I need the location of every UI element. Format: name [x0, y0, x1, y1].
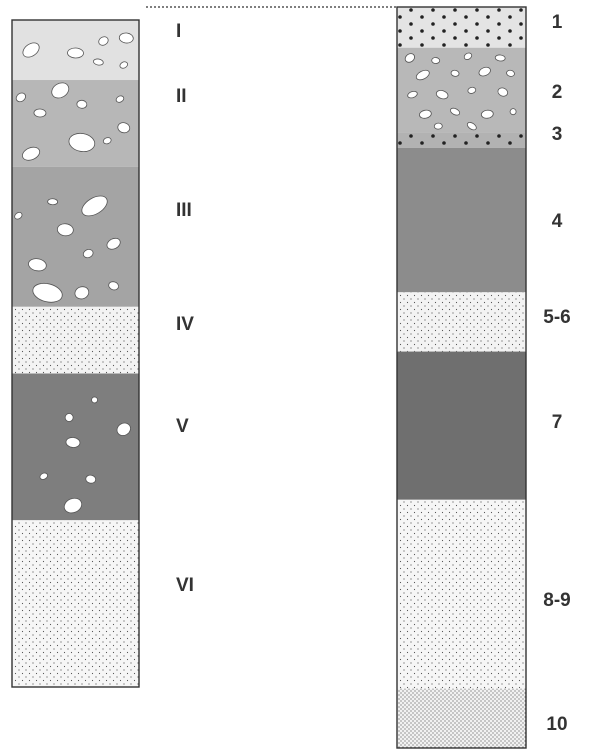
- clast-pebble: [407, 90, 418, 99]
- right-layer-1: [397, 7, 526, 48]
- left-layer-iii: [12, 166, 139, 307]
- coarse-dot-texture: [397, 132, 526, 148]
- left-layer-label: II: [176, 86, 187, 107]
- right-layer-label: 8-9: [543, 590, 570, 611]
- clast-pebble: [466, 122, 477, 131]
- clast-pebble: [497, 87, 509, 97]
- fine-dot-texture: [397, 499, 526, 689]
- left-layer-label: III: [176, 200, 192, 221]
- clast-pebble: [68, 132, 96, 153]
- right-layer-label: 2: [552, 82, 563, 103]
- right-layer-5-6: [397, 292, 526, 352]
- clast-pebble: [449, 107, 461, 116]
- clast-pebble: [463, 52, 473, 60]
- clast-pebble: [28, 258, 47, 272]
- clast-pebble: [118, 32, 134, 44]
- clast-pebble: [467, 86, 477, 94]
- clast-pebble: [15, 92, 26, 103]
- clast-pebble: [81, 195, 108, 217]
- clast-pebble: [39, 472, 48, 480]
- left-layer-i: [12, 20, 139, 81]
- left-layer-label: IV: [176, 314, 194, 335]
- clast-pebble: [108, 281, 119, 291]
- left-layer-ii: [12, 80, 139, 167]
- right-layer-label: 1: [552, 12, 563, 33]
- clast-pebble: [117, 122, 131, 134]
- clast-pebble: [435, 89, 449, 100]
- clast-pebble: [98, 36, 109, 46]
- clast-pebble: [91, 396, 98, 404]
- right-layer-fill: [397, 351, 526, 500]
- clast-pebble: [506, 69, 515, 77]
- coarse-dot-texture: [397, 7, 526, 48]
- clast-pebble: [415, 69, 430, 81]
- left-layer-label: I: [176, 21, 181, 42]
- fine-dot-texture: [12, 520, 139, 687]
- clast-pebble: [404, 53, 415, 63]
- fine-dot-texture: [397, 292, 526, 352]
- clast-pebble: [63, 497, 83, 514]
- clast-pebble: [450, 69, 460, 77]
- dense-dot-texture: [397, 688, 526, 748]
- right-layer-2: [397, 47, 526, 133]
- right-column: [396, 6, 527, 749]
- clast-pebble: [22, 42, 40, 58]
- right-layer-label: 3: [552, 124, 563, 145]
- fine-dot-texture: [12, 306, 139, 374]
- clast-pebble: [93, 58, 104, 66]
- left-layer-fill: [12, 166, 139, 307]
- left-layer-iv: [12, 306, 139, 374]
- clast-pebble: [494, 54, 506, 62]
- clast-pebble: [119, 61, 128, 69]
- clast-pebble: [64, 413, 74, 422]
- clast-pebble: [65, 437, 81, 448]
- clast-pebble: [67, 47, 84, 59]
- right-layer-7: [397, 351, 526, 500]
- right-layer-4: [397, 147, 526, 293]
- clast-pebble: [433, 122, 443, 130]
- right-layer-label: 4: [552, 211, 563, 232]
- right-layer-label: 10: [546, 714, 567, 735]
- clast-pebble: [102, 137, 112, 145]
- left-layer-label: V: [176, 416, 189, 437]
- clast-pebble: [85, 474, 97, 484]
- right-column-labels: 1 2 3 4 5-6 7 8-9 10: [543, 12, 570, 735]
- clast-pebble: [82, 249, 94, 259]
- left-column: [11, 19, 140, 688]
- right-layer-3: [397, 132, 526, 148]
- clast-pebble: [74, 286, 90, 300]
- left-layer-v: [12, 373, 139, 521]
- left-column-outline: [11, 19, 140, 688]
- right-layer-fill: [397, 147, 526, 293]
- clast-pebble: [509, 108, 517, 116]
- clast-pebble: [480, 109, 494, 119]
- clast-pebble: [431, 57, 441, 64]
- right-layer-label: 7: [552, 412, 563, 433]
- clast-pebble: [14, 212, 23, 220]
- right-layer-10: [397, 688, 526, 748]
- clast-pebble: [419, 109, 432, 119]
- clast-pebble: [106, 237, 121, 250]
- clast-pebble: [478, 66, 491, 77]
- right-layer-8-9: [397, 499, 526, 689]
- left-layer-label: VI: [176, 575, 194, 596]
- clast-pebble: [33, 108, 47, 118]
- right-column-outline: [396, 6, 527, 749]
- clast-pebble: [115, 95, 125, 103]
- clast-pebble: [22, 146, 41, 161]
- clast-pebble: [76, 99, 88, 109]
- clast-pebble: [51, 82, 70, 99]
- right-layer-label: 5-6: [543, 307, 570, 328]
- clast-pebble: [47, 198, 59, 206]
- clast-pebble: [56, 223, 74, 237]
- clast-pebble: [32, 282, 63, 303]
- clast-pebble: [116, 422, 131, 436]
- left-layer-vi: [12, 520, 139, 687]
